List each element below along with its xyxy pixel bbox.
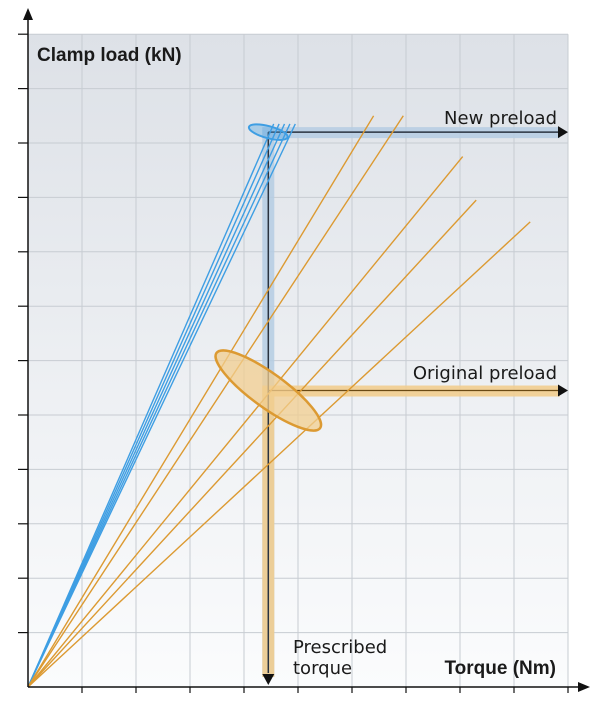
series-lines (27, 115, 531, 688)
band-arrows (262, 126, 568, 685)
y-axis-arrowhead (23, 8, 33, 20)
series-line-new-5 (27, 123, 296, 688)
series-line-original-9 (27, 199, 477, 688)
axes (18, 8, 590, 693)
original-preload-label: Original preload (413, 363, 557, 384)
series-line-new-2 (27, 123, 280, 688)
new-preload-label: New preload (444, 108, 557, 129)
series-line-new-1 (27, 123, 275, 688)
x-axis-title: Torque (Nm) (444, 658, 556, 679)
prescribed-torque-arrowhead (262, 674, 275, 685)
series-line-original-6 (27, 115, 375, 688)
series-line-new-4 (27, 123, 291, 688)
scatter-ellipses (214, 123, 323, 432)
y-axis-title: Clamp load (kN) (37, 45, 182, 66)
x-axis-arrowhead (578, 682, 590, 692)
original-preload-scatter-ellipse (214, 349, 323, 432)
series-line-original-7 (27, 115, 404, 688)
series-line-original-8 (27, 156, 464, 688)
series-line-original-10 (27, 221, 531, 688)
new-preload-arrowhead (558, 126, 568, 139)
prescribed-torque-label-line2: torque (293, 658, 352, 679)
series-line-new-3 (27, 123, 286, 688)
new-preload-scatter-ellipse (247, 123, 289, 141)
original-preload-arrowhead (558, 384, 568, 397)
prescribed-torque-label-line1: Prescribed (293, 637, 387, 658)
